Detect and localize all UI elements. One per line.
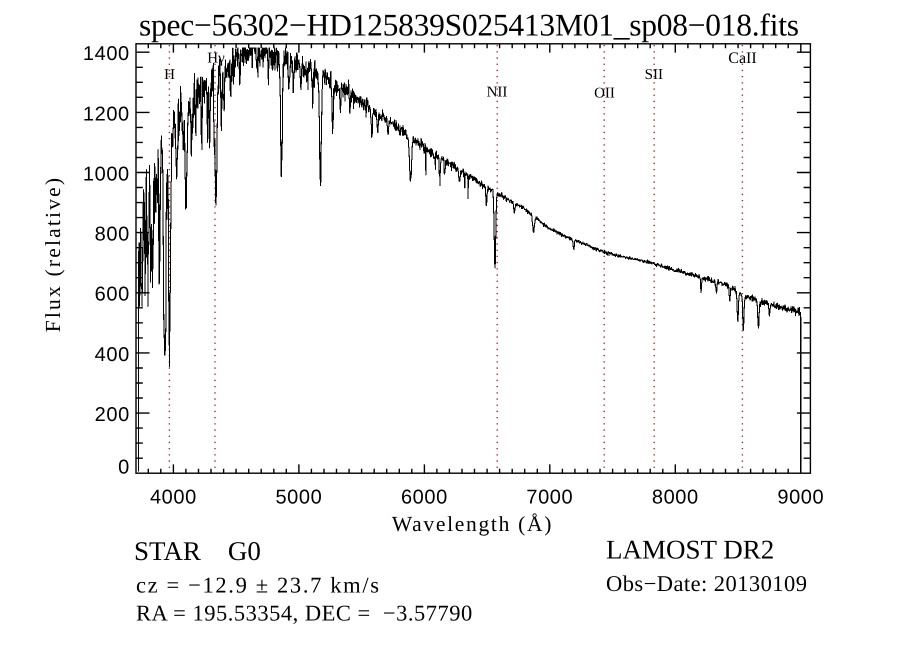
svg-text:4000: 4000 xyxy=(150,487,197,509)
svg-text:8000: 8000 xyxy=(652,487,699,509)
svg-text:1000: 1000 xyxy=(83,163,130,185)
svg-text:RA = 195.53354, DEC = −3.5779: RA = 195.53354, DEC = −3.57790 xyxy=(136,601,473,626)
svg-text:CaII: CaII xyxy=(728,50,756,67)
svg-text:cz = −12.9 ± 23.7 km/s: cz = −12.9 ± 23.7 km/s xyxy=(136,573,381,598)
svg-text:STAR G0: STAR G0 xyxy=(134,536,261,566)
svg-text:Flux (relative): Flux (relative) xyxy=(41,176,65,333)
svg-text:LAMOST DR2: LAMOST DR2 xyxy=(606,535,774,565)
svg-text:6000: 6000 xyxy=(401,487,448,509)
svg-text:1400: 1400 xyxy=(83,43,130,65)
svg-text:SII: SII xyxy=(645,67,663,83)
svg-text:600: 600 xyxy=(95,284,130,306)
svg-text:1200: 1200 xyxy=(83,103,130,125)
svg-text:5000: 5000 xyxy=(275,487,322,509)
svg-text:200: 200 xyxy=(95,404,130,426)
svg-text:7000: 7000 xyxy=(526,487,573,509)
svg-text:0: 0 xyxy=(118,457,130,479)
svg-text:400: 400 xyxy=(95,344,130,366)
svg-text:H: H xyxy=(164,67,175,83)
svg-text:OII: OII xyxy=(594,86,615,102)
svg-text:Obs−Date: 20130109: Obs−Date: 20130109 xyxy=(606,571,807,596)
svg-text:800: 800 xyxy=(95,224,130,246)
svg-text:Hγ: Hγ xyxy=(207,51,225,67)
svg-text:spec−56302−HD125839S025413M01_: spec−56302−HD125839S025413M01_sp08−018.f… xyxy=(139,8,799,43)
svg-text:NII: NII xyxy=(487,85,508,101)
svg-text:Wavelength (Å): Wavelength (Å) xyxy=(392,512,553,536)
svg-text:9000: 9000 xyxy=(777,487,824,509)
